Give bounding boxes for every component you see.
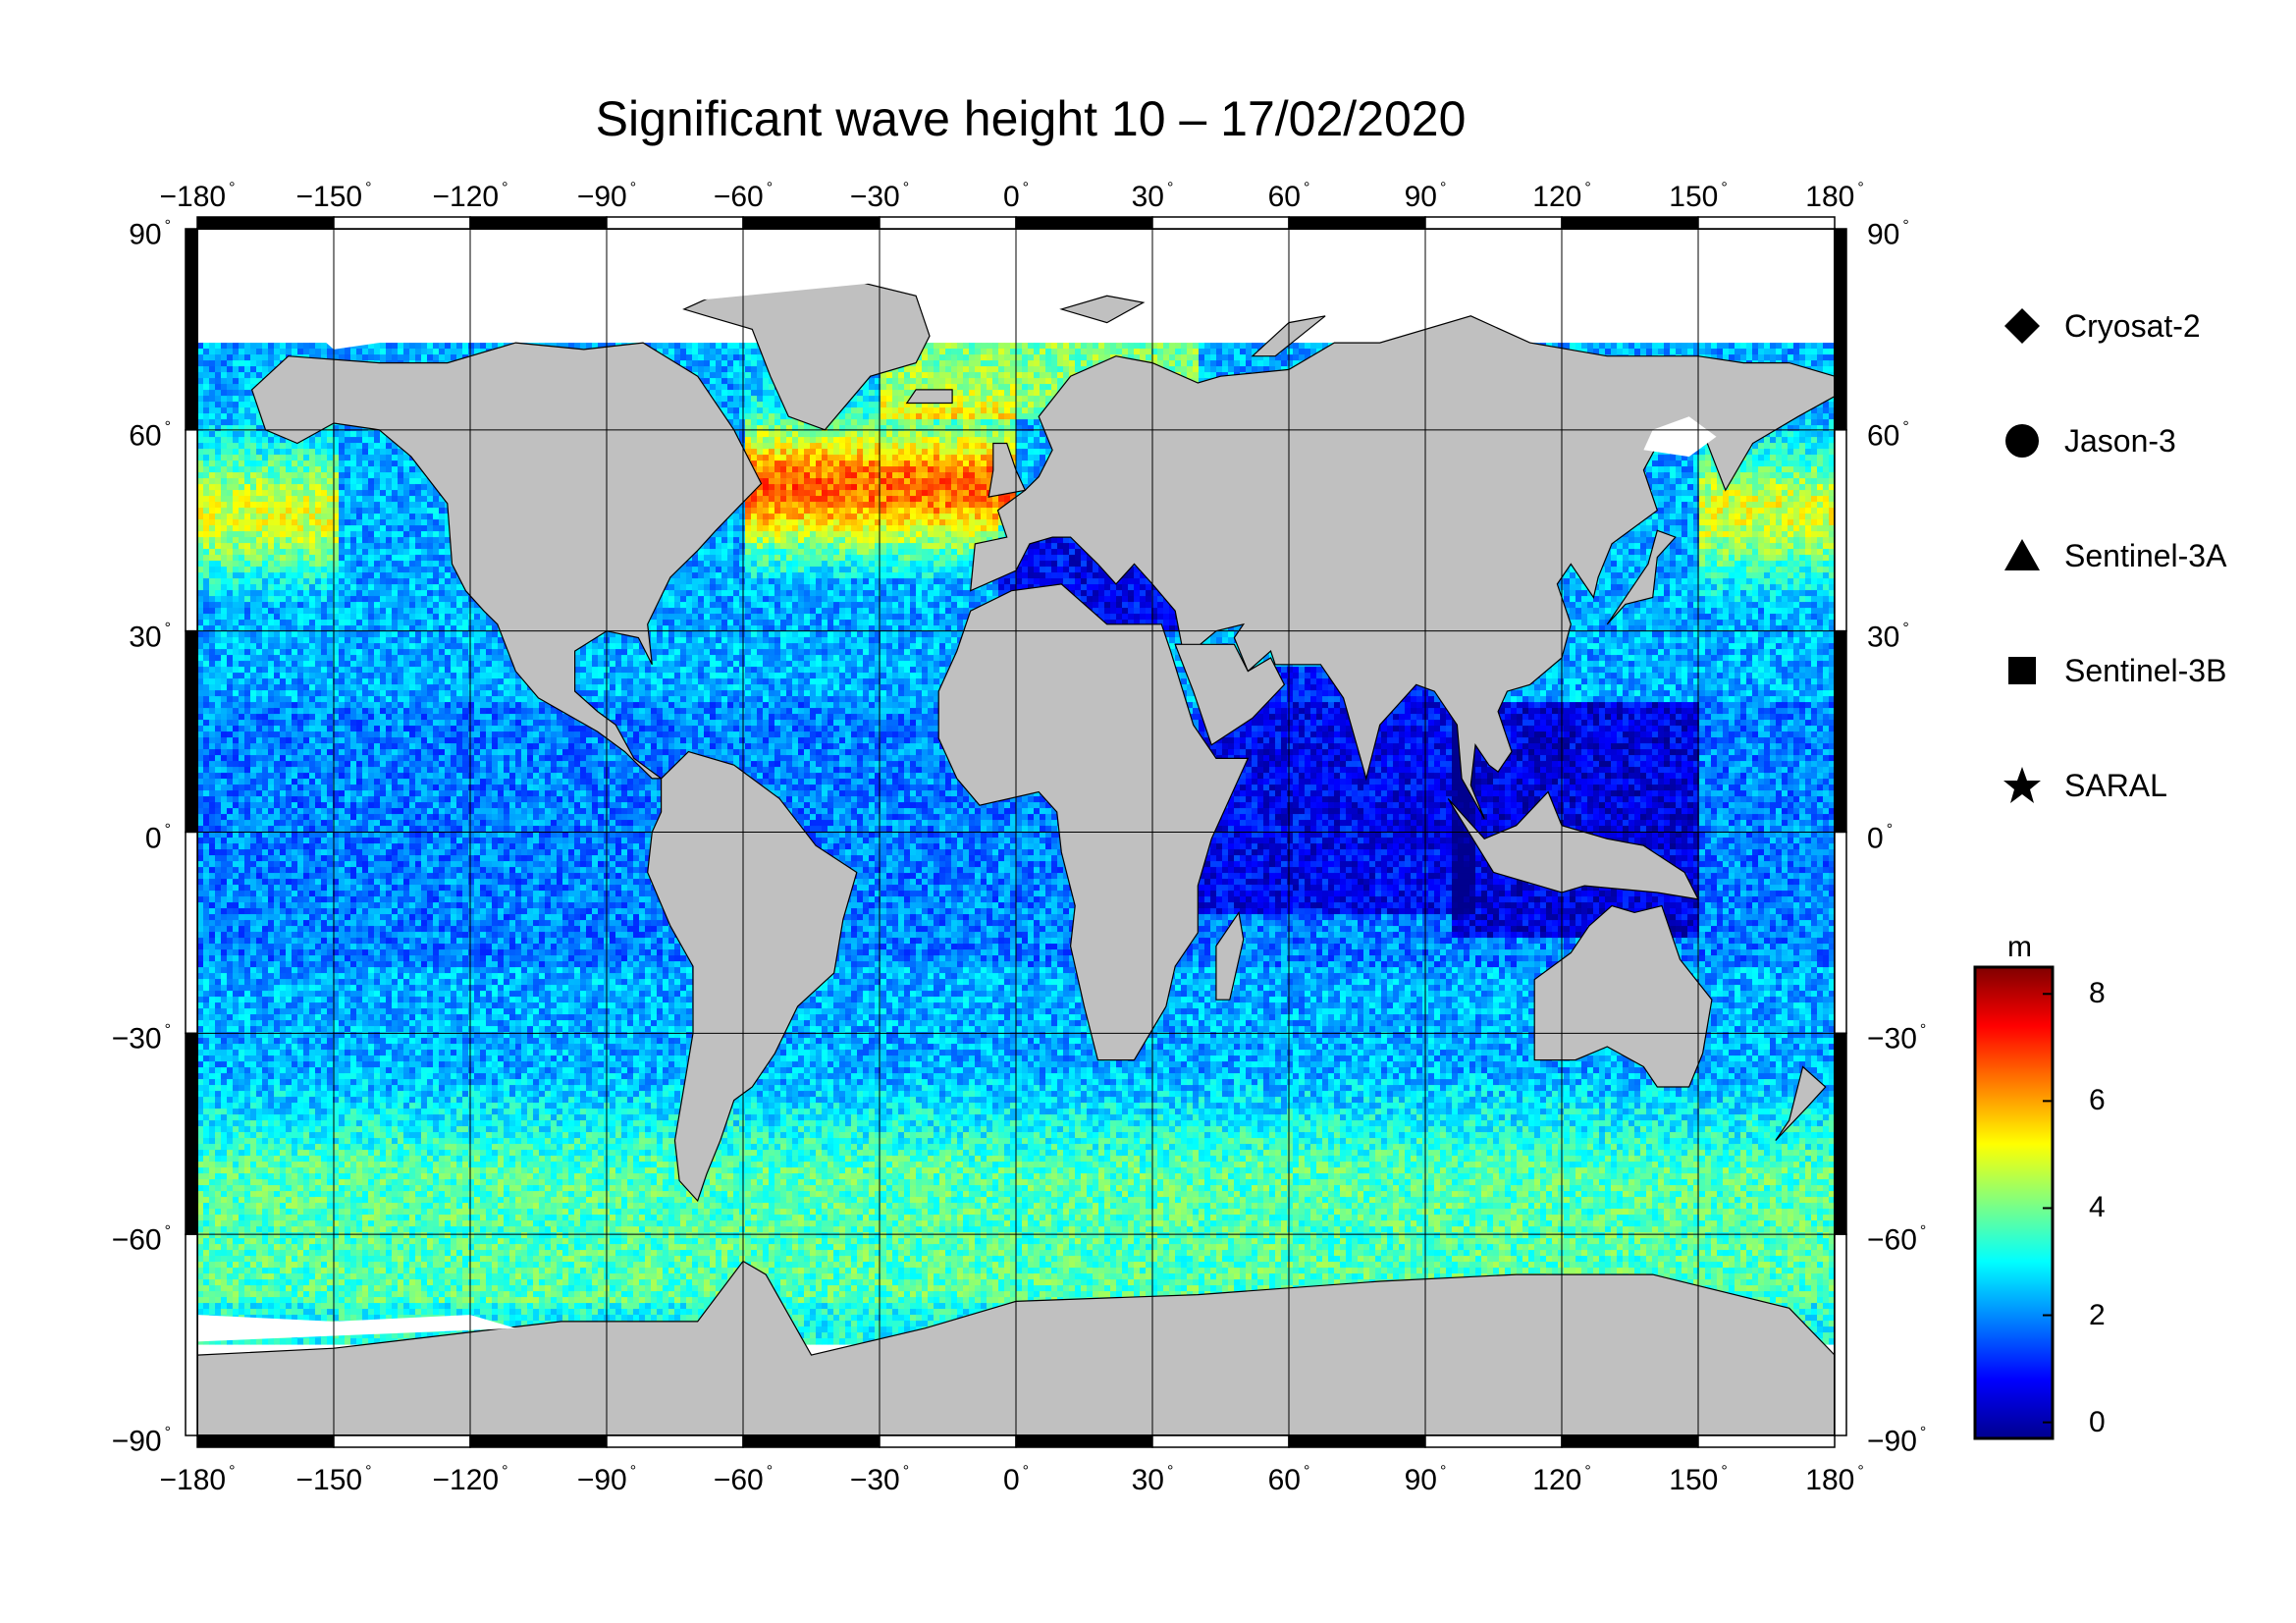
lon-tick-label: 150 ° (1669, 180, 1727, 214)
colorbar-tick-label: 6 (2089, 1084, 2106, 1117)
lon-tick-label: −150 ° (296, 1463, 372, 1497)
colorbar-tick-label: 2 (2089, 1299, 2106, 1332)
diamond-icon (2002, 306, 2042, 346)
colorbar-tick-label: 8 (2089, 977, 2106, 1010)
legend-item-sentinel-3a: Sentinel-3A (2002, 531, 2226, 580)
lon-tick-label: 30 ° (1132, 180, 1174, 214)
lon-tick-label: −30 ° (850, 1463, 909, 1497)
colorbar-tick-label: 0 (2089, 1406, 2106, 1439)
lon-tick-label: 90 ° (1405, 1463, 1447, 1497)
legend-item-jason: Jason-3 (2002, 416, 2176, 465)
lat-tick-label: 30 ° (1867, 620, 1909, 654)
lat-tick-label: −30 ° (1867, 1022, 1926, 1056)
colorbar-gradient (1975, 967, 2053, 1438)
colorbar-tick-label: 4 (2089, 1191, 2106, 1224)
lon-tick-label: 60 ° (1268, 180, 1310, 214)
lon-tick-label: 180 ° (1805, 180, 1863, 214)
lon-tick-label: 150 ° (1669, 1463, 1727, 1497)
lat-tick-label: −90 ° (1867, 1425, 1926, 1459)
lon-tick-label: 30 ° (1132, 1463, 1174, 1497)
legend-label: SARAL (2064, 768, 2167, 804)
lon-tick-label: −90 ° (577, 1463, 636, 1497)
legend-item-cryosat: Cryosat-2 (2002, 301, 2201, 351)
lon-tick-label: 180 ° (1805, 1463, 1863, 1497)
lat-tick-label: 90 ° (1867, 218, 1909, 252)
colorbar (1975, 967, 2053, 1438)
lon-tick-label: 90 ° (1405, 180, 1447, 214)
lon-tick-label: −60 ° (714, 1463, 773, 1497)
lat-tick-label: 0 ° (145, 821, 171, 855)
lat-tick-label: 60 ° (129, 418, 171, 453)
star-icon (2002, 766, 2042, 805)
lon-tick-label: 0 ° (1003, 180, 1029, 214)
lon-tick-label: −120 ° (433, 1463, 508, 1497)
lon-tick-label: 120 ° (1532, 1463, 1590, 1497)
lon-tick-label: −150 ° (296, 180, 372, 214)
lon-tick-label: −90 ° (577, 180, 636, 214)
circle-icon (2002, 421, 2042, 460)
lat-tick-label: −90 ° (112, 1425, 171, 1459)
triangle-icon (2002, 536, 2042, 575)
lon-tick-label: 120 ° (1532, 180, 1590, 214)
legend-label: Sentinel-3A (2064, 538, 2226, 574)
lon-tick-label: −30 ° (850, 180, 909, 214)
lon-tick-label: 60 ° (1268, 1463, 1310, 1497)
lon-tick-label: −120 ° (433, 180, 508, 214)
lat-tick-label: −30 ° (112, 1022, 171, 1056)
lat-tick-label: 60 ° (1867, 418, 1909, 453)
legend-label: Jason-3 (2064, 423, 2176, 460)
legend-label: Cryosat-2 (2064, 308, 2201, 345)
lat-tick-label: −60 ° (1867, 1223, 1926, 1258)
legend-item-saral: SARAL (2002, 761, 2167, 810)
square-icon (2002, 651, 2042, 690)
lon-tick-label: −180 ° (160, 180, 236, 214)
colorbar-unit: m (2007, 931, 2032, 964)
legend-item-sentinel-3b: Sentinel-3B (2002, 646, 2226, 695)
lat-tick-label: −60 ° (112, 1223, 171, 1258)
lat-tick-label: 90 ° (129, 218, 171, 252)
legend-label: Sentinel-3B (2064, 653, 2226, 689)
lon-tick-label: 0 ° (1003, 1463, 1029, 1497)
lat-tick-label: 0 ° (1867, 821, 1893, 855)
lat-tick-label: 30 ° (129, 620, 171, 654)
lon-tick-label: −180 ° (160, 1463, 236, 1497)
lon-tick-label: −60 ° (714, 180, 773, 214)
